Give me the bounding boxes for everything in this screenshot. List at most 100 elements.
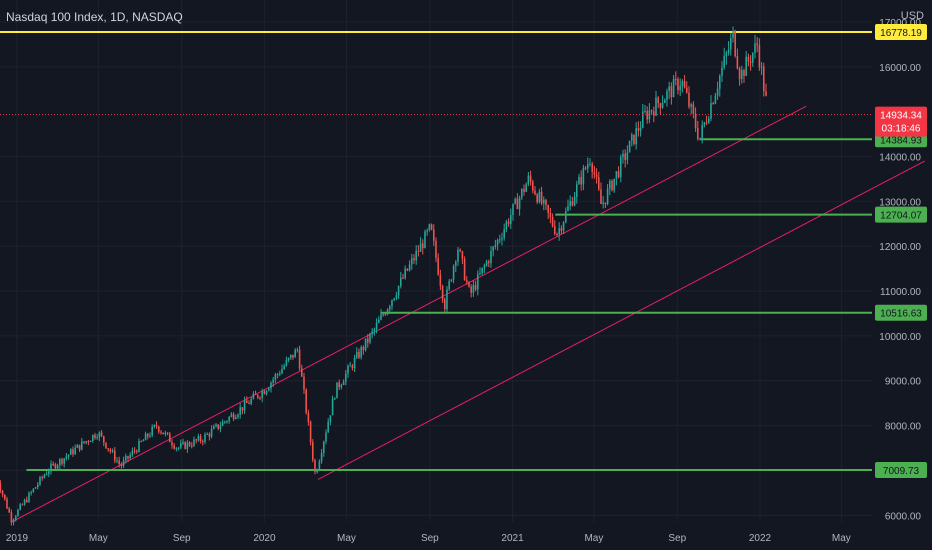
- candle-body: [520, 188, 523, 198]
- candle-body: [696, 127, 699, 139]
- candle-body: [212, 426, 215, 430]
- candle-body: [432, 229, 435, 241]
- candle-body: [120, 464, 123, 466]
- candle-body: [578, 176, 580, 185]
- candle-body: [96, 437, 98, 439]
- candle-body: [481, 267, 483, 274]
- candle-body: [190, 445, 193, 447]
- candle-body: [292, 354, 294, 358]
- candle-body: [129, 454, 131, 459]
- candle-body: [12, 519, 15, 523]
- candle-body: [536, 194, 538, 203]
- candle-body: [366, 338, 369, 343]
- candle-body: [230, 414, 233, 417]
- candle-body: [426, 230, 428, 232]
- candle-body: [358, 351, 360, 358]
- candle-body: [586, 164, 589, 169]
- y-tick-label: 12000.00: [879, 242, 921, 253]
- candle-body: [404, 268, 406, 279]
- candle-body: [472, 285, 475, 293]
- candle-body: [338, 382, 340, 388]
- candle-body: [177, 447, 180, 449]
- candle-body: [74, 447, 76, 455]
- candle-body: [516, 198, 519, 210]
- trendline-1[interactable]: [11, 105, 807, 523]
- candle-body: [142, 440, 145, 442]
- candle-body: [747, 56, 750, 62]
- candle-body: [131, 450, 134, 455]
- candle-body: [320, 452, 323, 462]
- candle-body: [646, 111, 648, 120]
- candle-body: [179, 443, 182, 448]
- candle-body: [545, 199, 547, 206]
- candle-body: [384, 314, 387, 316]
- candle-body: [94, 434, 96, 438]
- candle-body: [525, 184, 527, 192]
- candle-body: [402, 277, 404, 279]
- candle-body: [485, 261, 488, 266]
- candle-body: [556, 233, 558, 235]
- candle-body: [245, 400, 248, 403]
- candle-body: [127, 456, 129, 459]
- candle-body: [681, 81, 684, 86]
- candle-body: [613, 178, 615, 191]
- horizontal-levels[interactable]: [0, 30, 872, 471]
- candle-body: [217, 424, 219, 429]
- candle-body: [85, 441, 87, 443]
- candle-body: [263, 391, 266, 395]
- candle-body: [21, 504, 24, 506]
- candle-body: [23, 499, 26, 505]
- candle-body: [344, 373, 347, 382]
- candle-body: [267, 388, 270, 391]
- candle-body: [762, 66, 765, 92]
- candle-body: [223, 421, 226, 423]
- candle-body: [375, 322, 378, 330]
- candle-body: [118, 460, 120, 465]
- candle-body: [50, 463, 52, 472]
- candle-body: [164, 432, 167, 435]
- candle-body: [589, 163, 591, 165]
- candle-body: [283, 365, 285, 369]
- candle-body: [221, 421, 224, 427]
- candle-body: [208, 433, 211, 437]
- grid: [0, 0, 872, 522]
- chart-title: Nasdaq 100 Index, 1D, NASDAQ: [6, 10, 183, 24]
- candle-body: [417, 250, 420, 252]
- candle-body: [296, 349, 299, 351]
- candle-body: [278, 373, 281, 375]
- candle-body: [8, 508, 10, 513]
- candle-body: [430, 224, 433, 230]
- candle-body: [595, 174, 598, 178]
- candle-body: [734, 30, 736, 57]
- candle-body: [3, 494, 6, 500]
- candle-body: [736, 56, 739, 69]
- candle-body: [582, 167, 585, 185]
- candle-body: [408, 264, 411, 271]
- candle-body: [457, 249, 459, 262]
- candle-body: [393, 298, 395, 301]
- candle-body: [364, 338, 367, 350]
- candle-body: [657, 97, 659, 104]
- y-tick-label: 17000.00: [879, 18, 921, 29]
- time-axis[interactable]: 2019 May Sep 2020 May Sep 2021 May Sep 2022 May: [6, 533, 851, 544]
- candle-body: [465, 280, 468, 283]
- x-tick-label: Sep: [421, 533, 439, 544]
- candle-body: [32, 488, 35, 493]
- candle-body: [80, 441, 83, 450]
- y-tick-label: 6000.00: [885, 511, 922, 522]
- candle-body: [362, 347, 365, 350]
- candle-body: [679, 85, 681, 91]
- candle-body: [386, 309, 389, 315]
- candle-body: [340, 384, 343, 388]
- candle-body: [228, 416, 230, 422]
- candle-body: [10, 512, 13, 523]
- candle-body: [580, 176, 582, 185]
- candle-body: [175, 448, 178, 450]
- candle-body: [492, 246, 494, 251]
- candle-body: [28, 492, 30, 503]
- candle-body: [215, 424, 217, 427]
- candle-body: [102, 436, 105, 443]
- candle-body: [562, 222, 565, 231]
